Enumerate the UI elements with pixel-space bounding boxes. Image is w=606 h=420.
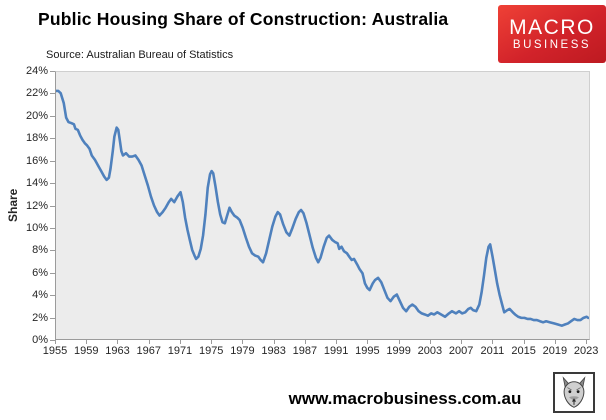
x-axis-tick-label: 1979 bbox=[230, 345, 255, 357]
wolf-icon bbox=[562, 376, 586, 408]
x-axis-tick bbox=[86, 340, 88, 344]
wolf-logo bbox=[553, 372, 595, 413]
x-axis-tick bbox=[273, 340, 275, 344]
y-axis-tick-label: 6% bbox=[32, 266, 48, 279]
x-axis-tick bbox=[304, 340, 306, 344]
x-axis-tick-label: 2015 bbox=[511, 345, 536, 357]
x-axis-tick bbox=[117, 340, 119, 344]
y-axis-tick-label: 20% bbox=[25, 109, 48, 122]
y-axis-tick-label: 2% bbox=[32, 311, 48, 324]
y-axis-tick bbox=[50, 183, 55, 185]
x-axis-tick bbox=[523, 340, 525, 344]
x-axis-tick bbox=[367, 340, 369, 344]
y-axis-tick-label: 10% bbox=[25, 221, 48, 234]
x-axis-tick bbox=[55, 340, 56, 344]
x-axis-tick bbox=[586, 340, 588, 344]
y-axis-tick bbox=[50, 295, 55, 297]
x-axis-tick-label: 1983 bbox=[261, 345, 286, 357]
y-axis-tick-label: 24% bbox=[25, 65, 48, 77]
x-axis-tick-label: 1971 bbox=[167, 345, 193, 357]
x-axis-tick bbox=[242, 340, 244, 344]
chart-source: Source: Australian Bureau of Statistics bbox=[46, 49, 234, 61]
y-axis-tick bbox=[50, 227, 55, 229]
y-axis-tick-label: 22% bbox=[25, 87, 48, 100]
x-axis-tick-label: 1995 bbox=[355, 345, 380, 357]
x-axis-tick bbox=[461, 340, 463, 344]
y-axis-tick bbox=[50, 115, 55, 117]
x-axis-tick-label: 1987 bbox=[292, 345, 318, 357]
macrobusiness-logo-line2: BUSINESS bbox=[512, 38, 592, 51]
x-axis-tick-label: 2011 bbox=[480, 345, 505, 357]
plot-area bbox=[55, 71, 590, 340]
macrobusiness-logo-line1: MACRO bbox=[509, 15, 595, 39]
y-axis-tick bbox=[50, 272, 55, 274]
y-axis-tick bbox=[50, 160, 55, 162]
y-axis-tick-label: 0% bbox=[32, 334, 48, 346]
x-axis-tick bbox=[211, 340, 213, 344]
x-axis-tick-label: 1963 bbox=[105, 345, 130, 357]
x-axis-tick-label: 2007 bbox=[448, 345, 474, 357]
y-axis-tick bbox=[50, 205, 55, 207]
y-axis-tick bbox=[50, 93, 55, 95]
x-axis-tick bbox=[179, 340, 181, 344]
x-axis-tick bbox=[429, 340, 431, 344]
y-axis-tick bbox=[50, 250, 55, 252]
line-series-svg bbox=[56, 89, 589, 327]
x-axis-tick-label: 2003 bbox=[417, 345, 443, 357]
y-axis-tick-label: 12% bbox=[25, 199, 48, 212]
x-axis-tick-label: 2019 bbox=[542, 345, 568, 357]
x-axis-tick-label: 1955 bbox=[42, 345, 68, 357]
x-axis-tick-label: 1991 bbox=[323, 345, 349, 357]
x-axis-tick bbox=[398, 340, 400, 344]
footer-url[interactable]: www.macrobusiness.com.au bbox=[288, 389, 522, 408]
y-axis-tick-label: 16% bbox=[25, 154, 48, 167]
x-axis-tick bbox=[554, 340, 556, 344]
y-axis-tick-label: 8% bbox=[32, 244, 48, 257]
x-axis-tick bbox=[492, 340, 494, 344]
public-housing-share-line bbox=[56, 89, 589, 327]
x-axis-tick-label: 1959 bbox=[73, 345, 99, 357]
x-axis-tick bbox=[148, 340, 150, 344]
macrobusiness-logo: MACRO BUSINESS bbox=[498, 5, 606, 63]
x-axis-tick-label: 2023 bbox=[573, 345, 599, 357]
y-axis-tick-label: 4% bbox=[32, 289, 48, 302]
y-axis-tick bbox=[50, 317, 55, 319]
x-axis-tick-label: 1967 bbox=[136, 345, 161, 357]
x-axis-tick-label: 1975 bbox=[198, 345, 224, 357]
x-axis-tick bbox=[336, 340, 338, 344]
y-axis-tick bbox=[50, 71, 55, 72]
chart-title: Public Housing Share of Construction: Au… bbox=[38, 9, 449, 29]
y-axis-tick-label: 14% bbox=[25, 177, 48, 190]
x-axis-tick-label: 1999 bbox=[386, 345, 411, 357]
y-axis-tick bbox=[50, 340, 55, 341]
y-axis-tick-label: 18% bbox=[25, 132, 48, 145]
y-axis-tick bbox=[50, 138, 55, 140]
